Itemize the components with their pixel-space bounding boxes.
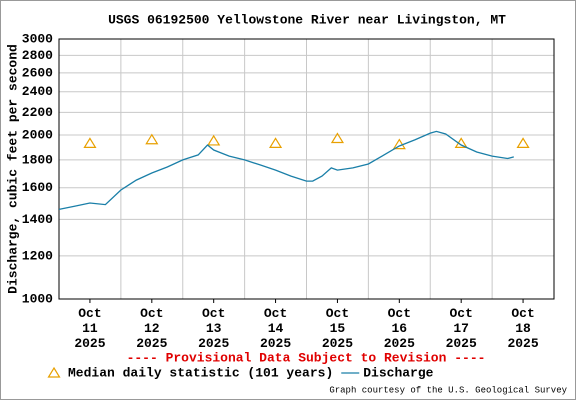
discharge-line (58, 130, 514, 211)
y-tick-label: 3000 (22, 31, 53, 46)
x-tick-label-line: Oct (140, 306, 163, 321)
y-tick-label: 2600 (22, 65, 53, 80)
x-tick-label-line: 16 (392, 321, 408, 336)
x-tick-label-line: 2025 (322, 336, 353, 351)
x-tick-label-line: 18 (515, 321, 531, 336)
median-marker (392, 138, 406, 150)
median-marker (268, 137, 283, 148)
legend-label: Discharge (363, 365, 433, 380)
x-tick-label-line: Oct (326, 306, 349, 321)
median-marker (83, 137, 97, 148)
provisional-note: ---- Provisional Data Subject to Revisio… (127, 350, 486, 365)
x-tick-label: Oct 12 2025 (136, 306, 167, 351)
median-marker (516, 137, 530, 148)
x-tick-label-line: 2025 (74, 336, 105, 351)
x-tick-label: Oct 18 2025 (507, 306, 538, 351)
x-tick-label-line: Oct (78, 306, 101, 321)
x-tick-label-line: 15 (330, 321, 346, 336)
y-tick-label: 1400 (22, 212, 53, 227)
credit: Graph courtesy of the U.S. Geological Su… (329, 385, 567, 395)
y-tick-label: 2800 (22, 48, 53, 63)
legend-swatch (47, 366, 61, 378)
x-tick-label: Oct 17 2025 (446, 306, 477, 351)
x-tick-label-line: 13 (206, 321, 222, 336)
x-tick-label: Oct 13 2025 (198, 306, 229, 351)
x-tick-label-line: 12 (144, 321, 160, 336)
y-tick-label: 2400 (22, 84, 53, 99)
x-tick-label-line: 17 (453, 321, 469, 336)
x-tick-label-line: Oct (264, 306, 287, 321)
median-marker (207, 134, 221, 146)
x-tick-label-line: 11 (82, 321, 98, 336)
y-tick-label: 1200 (22, 248, 53, 263)
x-tick-label-line: 2025 (136, 336, 167, 351)
legend-label: Median daily statistic (101 years) (68, 365, 333, 380)
median-marker (330, 132, 345, 144)
x-tick-label-line: Oct (511, 306, 534, 321)
x-tick-label-line: 2025 (507, 336, 538, 351)
y-tick-label: 2200 (22, 105, 53, 120)
x-tick-label-line: Oct (388, 306, 411, 321)
y-tick-label: 2000 (22, 127, 53, 142)
y-tick-label: 1000 (22, 291, 53, 306)
x-tick-label: Oct 15 2025 (322, 306, 353, 351)
y-axis-label: Discharge, cubic feet per second (5, 44, 20, 294)
y-tick-label: 1600 (22, 180, 53, 195)
x-tick-label-line: 2025 (198, 336, 229, 351)
median-marker (145, 133, 159, 145)
x-tick-label: Oct 11 2025 (74, 306, 105, 351)
chart-title: USGS 06192500 Yellowstone River near Liv… (108, 12, 506, 27)
x-tick-label: Oct 14 2025 (260, 306, 291, 351)
x-tick-label-line: Oct (202, 306, 225, 321)
x-tick-label-line: 2025 (446, 336, 477, 351)
x-tick-label: Oct 16 2025 (384, 306, 415, 351)
x-tick-label-line: Oct (449, 306, 472, 321)
plot-border (58, 38, 555, 300)
x-tick-label-line: 2025 (384, 336, 415, 351)
x-tick-label-line: 2025 (260, 336, 291, 351)
x-tick-label-line: 14 (268, 321, 284, 336)
y-tick-label: 1800 (22, 152, 53, 167)
